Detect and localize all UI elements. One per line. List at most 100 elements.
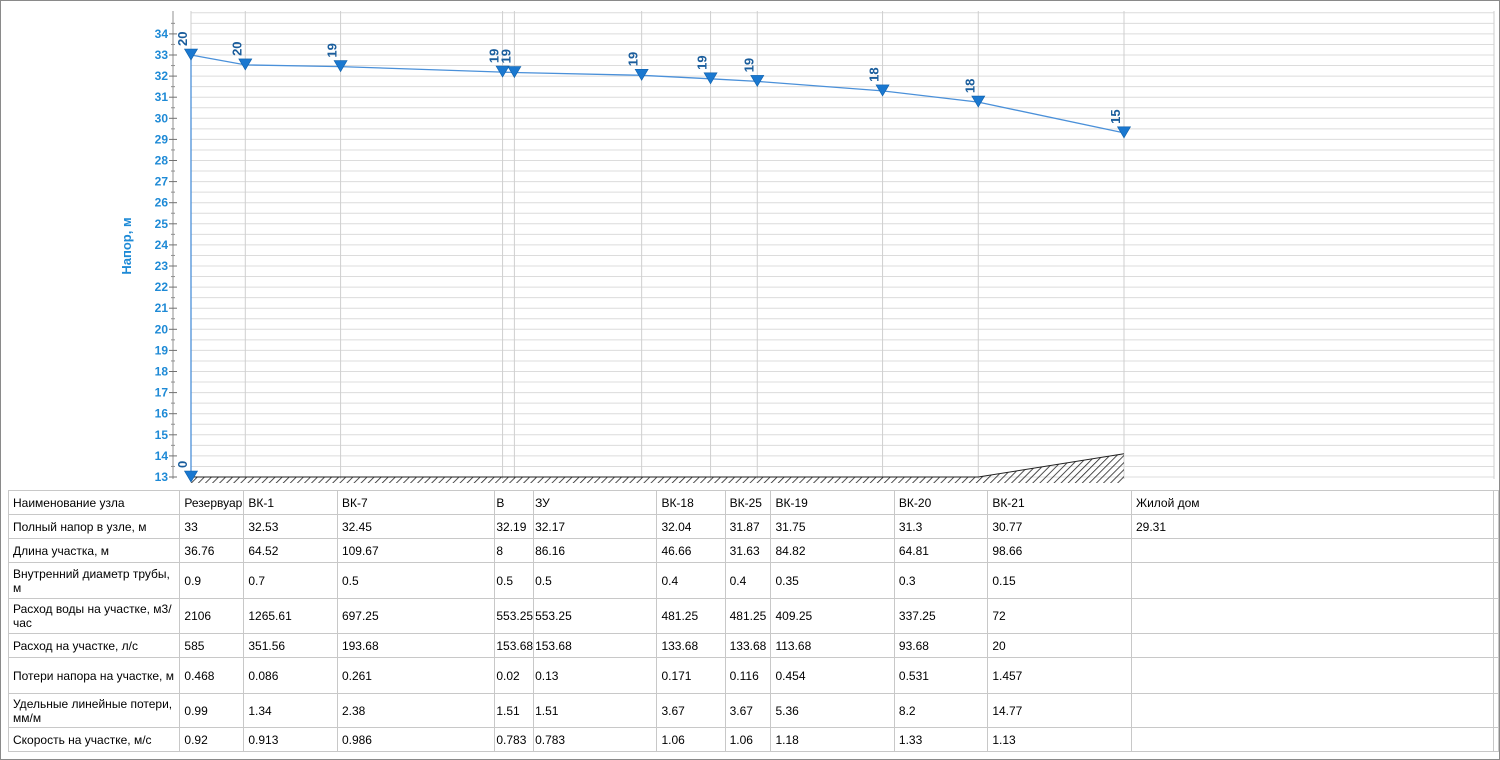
table-row: Потери напора на участке, м 0.468 0.086 0.2… <box>7 657 1499 694</box>
table-cell: 0.92 <box>179 727 245 752</box>
free-head-label: 0 <box>175 461 190 468</box>
table-filler-cell <box>1493 657 1499 694</box>
table-cell: 337.25 <box>893 598 989 634</box>
table-filler-cell <box>1493 727 1499 752</box>
row-label: Расход на участке, л/с <box>7 633 181 658</box>
table-cell: 32.53 <box>243 514 338 539</box>
free-head-label: 19 <box>741 58 756 72</box>
table-cell <box>1131 727 1494 752</box>
y-tick-label: 34 <box>155 27 169 41</box>
table-cell: 0.5 <box>533 562 658 599</box>
table-filler-cell <box>1493 633 1499 658</box>
table-cell: Резервуар <box>179 490 245 515</box>
node-marker <box>1116 126 1132 139</box>
table-cell: 31.3 <box>893 514 989 539</box>
table-cell: 153.68 <box>533 633 658 658</box>
node-marker <box>750 75 765 87</box>
table-filler-cell <box>1493 490 1499 515</box>
table-cell: 0.261 <box>336 657 496 694</box>
table-cell: 409.25 <box>770 598 895 634</box>
table-cell: 98.66 <box>987 538 1132 563</box>
table-cell: 1.13 <box>987 727 1132 752</box>
node-marker <box>971 95 986 108</box>
row-label: Удельные линейные потери, мм/м <box>7 693 181 728</box>
table-cell: 3.67 <box>724 693 772 728</box>
table-cell: 0.171 <box>656 657 726 694</box>
table-cell: 1.06 <box>724 727 772 752</box>
y-tick-label: 25 <box>155 217 169 231</box>
head-line <box>190 54 1125 477</box>
table-cell: 351.56 <box>243 633 338 658</box>
y-tick-label: 32 <box>155 69 169 83</box>
table-cell: ЗУ <box>533 490 658 515</box>
row-label: Полный напор в узле, м <box>7 514 181 539</box>
node-marker <box>703 72 718 85</box>
table-row: Скорость на участке, м/с 0.92 0.913 0.986 0.… <box>7 727 1499 752</box>
free-head-label: 20 <box>175 32 190 46</box>
table-cell: 14.77 <box>987 693 1132 728</box>
table-row: Расход воды на участке, м3/час 2106 1265.6… <box>7 598 1499 634</box>
table-cell: 32.45 <box>336 514 496 539</box>
table-filler-cell <box>1493 514 1499 539</box>
y-axis-title: Напор, м <box>119 217 134 274</box>
table-cell: 0.468 <box>179 657 245 694</box>
pressure-profile-chart: 13 14 15 16 17 18 19 20 21 22 23 24 25 26 27 28 29 30 31 32… <box>119 11 1495 484</box>
table-cell: 113.68 <box>770 633 895 658</box>
table-cell: 32.19 <box>494 514 535 539</box>
node-marker <box>183 48 199 61</box>
table-cell: 0.5 <box>494 562 535 599</box>
free-head-label: 20 <box>229 41 244 55</box>
table-cell: ВК-7 <box>336 490 496 515</box>
table-cell: 72 <box>987 598 1132 634</box>
y-tick-label: 14 <box>155 449 169 463</box>
table-cell <box>1131 693 1494 728</box>
y-tick-label: 22 <box>155 280 169 294</box>
table-cell: 0.783 <box>533 727 658 752</box>
table-cell <box>1131 657 1494 694</box>
table-cell: 31.75 <box>770 514 895 539</box>
table-cell: 1.33 <box>893 727 989 752</box>
table-cell: 133.68 <box>724 633 772 658</box>
table-cell: ВК-20 <box>893 490 989 515</box>
node-marker <box>875 84 890 97</box>
table-cell: 1.34 <box>243 693 338 728</box>
table-row: Внутренний диаметр трубы, м 0.9 0.7 0.5 0.5 0… <box>7 562 1499 599</box>
y-tick-label: 26 <box>155 196 169 210</box>
profile-table: Наименование узла Резервуар ВК-1 ВК-7 В ЗУ ВК-… <box>7 490 1499 752</box>
table-cell: ВК-19 <box>770 490 895 515</box>
table-cell: 86.16 <box>533 538 658 563</box>
table-cell: 64.81 <box>893 538 989 563</box>
ground-profile <box>191 453 1125 483</box>
table-cell: 553.25 <box>494 598 535 634</box>
table-cell: 30.77 <box>987 514 1132 539</box>
row-label: Расход воды на участке, м3/час <box>7 598 181 634</box>
node-marker <box>507 66 522 79</box>
table-cell: 553.25 <box>533 598 658 634</box>
table-cell: 0.7 <box>243 562 338 599</box>
y-tick-label: 29 <box>155 132 169 146</box>
y-tick-label: 19 <box>155 343 169 357</box>
table-cell: 697.25 <box>336 598 496 634</box>
table-cell: 1.457 <box>987 657 1132 694</box>
table-cell: 0.3 <box>893 562 989 599</box>
table-cell: 0.086 <box>243 657 338 694</box>
table-cell <box>1131 562 1494 599</box>
y-tick-label: 15 <box>155 428 169 442</box>
free-head-label: 19 <box>695 55 710 69</box>
table-cell: 481.25 <box>724 598 772 634</box>
table-cell <box>1131 633 1494 658</box>
table-cell: 0.02 <box>494 657 535 694</box>
table-cell: ВК-25 <box>724 490 772 515</box>
table-cell: 0.531 <box>893 657 989 694</box>
table-cell: 84.82 <box>770 538 895 563</box>
table-cell: 0.5 <box>336 562 496 599</box>
y-tick-label: 23 <box>155 259 169 273</box>
y-tick-label: 17 <box>155 386 169 400</box>
table-filler-cell <box>1493 693 1499 728</box>
y-tick-label: 21 <box>155 301 169 315</box>
table-cell: 0.9 <box>179 562 245 599</box>
y-tick-label: 13 <box>155 470 169 484</box>
y-tick-label: 30 <box>155 111 169 125</box>
table-cell: 2106 <box>179 598 245 634</box>
table-cell: 193.68 <box>336 633 496 658</box>
